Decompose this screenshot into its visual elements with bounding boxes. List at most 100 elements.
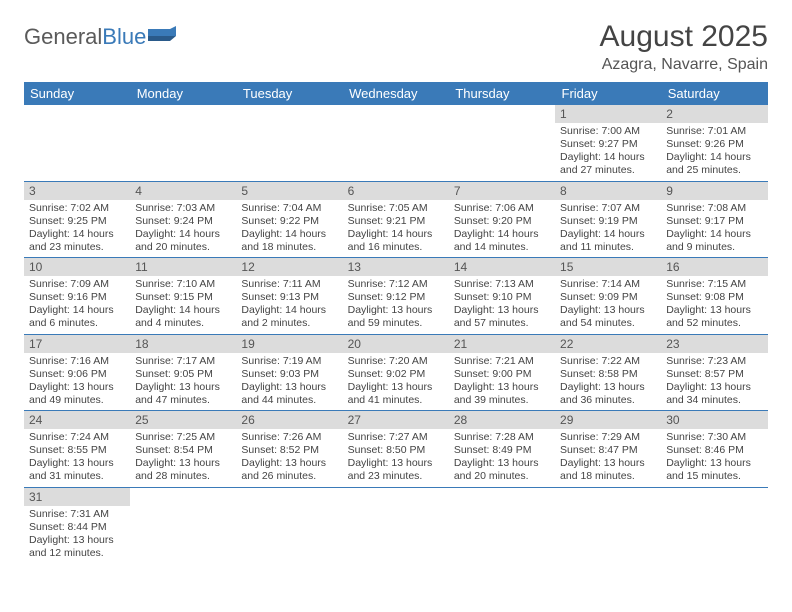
day-number: 8 (555, 182, 661, 200)
daylight-text-1: Daylight: 13 hours (666, 381, 762, 394)
calendar-cell: 4Sunrise: 7:03 AMSunset: 9:24 PMDaylight… (130, 181, 236, 258)
calendar-cell: 18Sunrise: 7:17 AMSunset: 9:05 PMDayligh… (130, 334, 236, 411)
calendar-cell: 26Sunrise: 7:26 AMSunset: 8:52 PMDayligh… (236, 411, 342, 488)
daylight-text-2: and 4 minutes. (135, 317, 231, 330)
daylight-text-1: Daylight: 13 hours (348, 304, 444, 317)
daylight-text-2: and 39 minutes. (454, 394, 550, 407)
weekday-header: Sunday (24, 82, 130, 105)
day-number: 24 (24, 411, 130, 429)
day-details: Sunrise: 7:24 AMSunset: 8:55 PMDaylight:… (24, 429, 130, 487)
sunrise-text: Sunrise: 7:12 AM (348, 278, 444, 291)
calendar-cell (236, 105, 342, 181)
calendar-cell (661, 487, 767, 563)
sunrise-text: Sunrise: 7:13 AM (454, 278, 550, 291)
daylight-text-1: Daylight: 14 hours (29, 304, 125, 317)
daylight-text-2: and 23 minutes. (29, 241, 125, 254)
daylight-text-2: and 16 minutes. (348, 241, 444, 254)
day-number: 1 (555, 105, 661, 123)
day-details: Sunrise: 7:25 AMSunset: 8:54 PMDaylight:… (130, 429, 236, 487)
daylight-text-1: Daylight: 14 hours (666, 228, 762, 241)
daylight-text-1: Daylight: 13 hours (454, 304, 550, 317)
calendar-cell: 7Sunrise: 7:06 AMSunset: 9:20 PMDaylight… (449, 181, 555, 258)
sunrise-text: Sunrise: 7:00 AM (560, 125, 656, 138)
sunrise-text: Sunrise: 7:21 AM (454, 355, 550, 368)
daylight-text-1: Daylight: 13 hours (666, 304, 762, 317)
sunrise-text: Sunrise: 7:31 AM (29, 508, 125, 521)
sunrise-text: Sunrise: 7:04 AM (241, 202, 337, 215)
calendar-cell (236, 487, 342, 563)
calendar-cell (130, 105, 236, 181)
flag-icon (148, 24, 176, 50)
sunrise-text: Sunrise: 7:03 AM (135, 202, 231, 215)
day-number: 7 (449, 182, 555, 200)
weekday-header: Friday (555, 82, 661, 105)
weekday-header: Monday (130, 82, 236, 105)
daylight-text-2: and 27 minutes. (560, 164, 656, 177)
calendar-cell (24, 105, 130, 181)
sunset-text: Sunset: 9:25 PM (29, 215, 125, 228)
sunrise-text: Sunrise: 7:10 AM (135, 278, 231, 291)
daylight-text-1: Daylight: 13 hours (348, 381, 444, 394)
calendar-cell: 14Sunrise: 7:13 AMSunset: 9:10 PMDayligh… (449, 258, 555, 335)
day-number: 26 (236, 411, 342, 429)
sunset-text: Sunset: 9:17 PM (666, 215, 762, 228)
day-number: 13 (343, 258, 449, 276)
calendar-cell: 28Sunrise: 7:28 AMSunset: 8:49 PMDayligh… (449, 411, 555, 488)
daylight-text-1: Daylight: 13 hours (29, 381, 125, 394)
daylight-text-1: Daylight: 14 hours (454, 228, 550, 241)
sunrise-text: Sunrise: 7:08 AM (666, 202, 762, 215)
sunset-text: Sunset: 9:15 PM (135, 291, 231, 304)
sunrise-text: Sunrise: 7:15 AM (666, 278, 762, 291)
daylight-text-1: Daylight: 13 hours (241, 381, 337, 394)
daylight-text-1: Daylight: 13 hours (348, 457, 444, 470)
sunrise-text: Sunrise: 7:16 AM (29, 355, 125, 368)
day-details: Sunrise: 7:03 AMSunset: 9:24 PMDaylight:… (130, 200, 236, 258)
sunset-text: Sunset: 8:47 PM (560, 444, 656, 457)
daylight-text-2: and 26 minutes. (241, 470, 337, 483)
day-number: 15 (555, 258, 661, 276)
calendar-cell: 13 Sunrise: 7:12 AMSunset: 9:12 PMDayligh… (343, 258, 449, 335)
calendar-cell: 17Sunrise: 7:16 AMSunset: 9:06 PMDayligh… (24, 334, 130, 411)
daylight-text-1: Daylight: 13 hours (666, 457, 762, 470)
daylight-text-2: and 18 minutes. (241, 241, 337, 254)
day-details: Sunrise: 7:06 AMSunset: 9:20 PMDaylight:… (449, 200, 555, 258)
daylight-text-1: Daylight: 13 hours (135, 381, 231, 394)
calendar-cell: 1Sunrise: 7:00 AMSunset: 9:27 PMDaylight… (555, 105, 661, 181)
day-details: Sunrise: 7:17 AMSunset: 9:05 PMDaylight:… (130, 353, 236, 411)
calendar-body: 1Sunrise: 7:00 AMSunset: 9:27 PMDaylight… (24, 105, 768, 563)
calendar-cell (449, 487, 555, 563)
daylight-text-1: Daylight: 13 hours (454, 381, 550, 394)
header: GeneralBlue August 2025 Azagra, Navarre,… (24, 20, 768, 74)
day-details: Sunrise: 7:14 AMSunset: 9:09 PMDaylight:… (555, 276, 661, 334)
daylight-text-2: and 15 minutes. (666, 470, 762, 483)
daylight-text-2: and 57 minutes. (454, 317, 550, 330)
sunrise-text: Sunrise: 7:26 AM (241, 431, 337, 444)
sunrise-text: Sunrise: 7:30 AM (666, 431, 762, 444)
calendar-cell: 30Sunrise: 7:30 AMSunset: 8:46 PMDayligh… (661, 411, 767, 488)
sunrise-text: Sunrise: 7:01 AM (666, 125, 762, 138)
calendar-cell: 21Sunrise: 7:21 AMSunset: 9:00 PMDayligh… (449, 334, 555, 411)
daylight-text-1: Daylight: 14 hours (666, 151, 762, 164)
day-details: Sunrise: 7:26 AMSunset: 8:52 PMDaylight:… (236, 429, 342, 487)
sunrise-text: Sunrise: 7:28 AM (454, 431, 550, 444)
sunrise-text: Sunrise: 7:09 AM (29, 278, 125, 291)
calendar-cell: 6Sunrise: 7:05 AMSunset: 9:21 PMDaylight… (343, 181, 449, 258)
sunset-text: Sunset: 8:54 PM (135, 444, 231, 457)
daylight-text-2: and 52 minutes. (666, 317, 762, 330)
daylight-text-1: Daylight: 14 hours (135, 228, 231, 241)
day-number: 12 (236, 258, 342, 276)
day-details: Sunrise: 7:23 AMSunset: 8:57 PMDaylight:… (661, 353, 767, 411)
day-details: Sunrise: 7:16 AMSunset: 9:06 PMDaylight:… (24, 353, 130, 411)
day-number: 25 (130, 411, 236, 429)
calendar-cell: 25Sunrise: 7:25 AMSunset: 8:54 PMDayligh… (130, 411, 236, 488)
logo: GeneralBlue (24, 20, 176, 50)
daylight-text-1: Daylight: 13 hours (29, 534, 125, 547)
sunrise-text: Sunrise: 7:11 AM (241, 278, 337, 291)
sunrise-text: Sunrise: 7:14 AM (560, 278, 656, 291)
sunset-text: Sunset: 9:21 PM (348, 215, 444, 228)
day-details: Sunrise: 7:21 AMSunset: 9:00 PMDaylight:… (449, 353, 555, 411)
day-details: Sunrise: 7:08 AMSunset: 9:17 PMDaylight:… (661, 200, 767, 258)
day-number: 9 (661, 182, 767, 200)
sunset-text: Sunset: 9:12 PM (348, 291, 444, 304)
day-number: 5 (236, 182, 342, 200)
